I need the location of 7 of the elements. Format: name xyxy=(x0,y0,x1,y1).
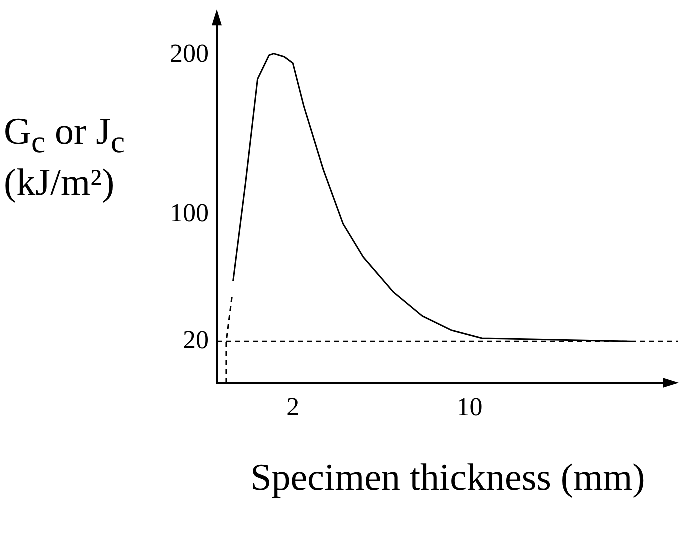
y-tick-label: 100 xyxy=(170,198,209,228)
x-tick-label: 2 xyxy=(286,392,300,422)
y-tick-label: 200 xyxy=(170,39,209,68)
x-axis-title: Specimen thickness (mm) xyxy=(250,456,646,500)
y-tick-label: 20 xyxy=(183,325,209,354)
y-axis-title: G$_{c}$ or J$_{c}$ (kJ/m²) xyxy=(4,111,126,204)
x-tick-label: 10 xyxy=(456,392,483,422)
